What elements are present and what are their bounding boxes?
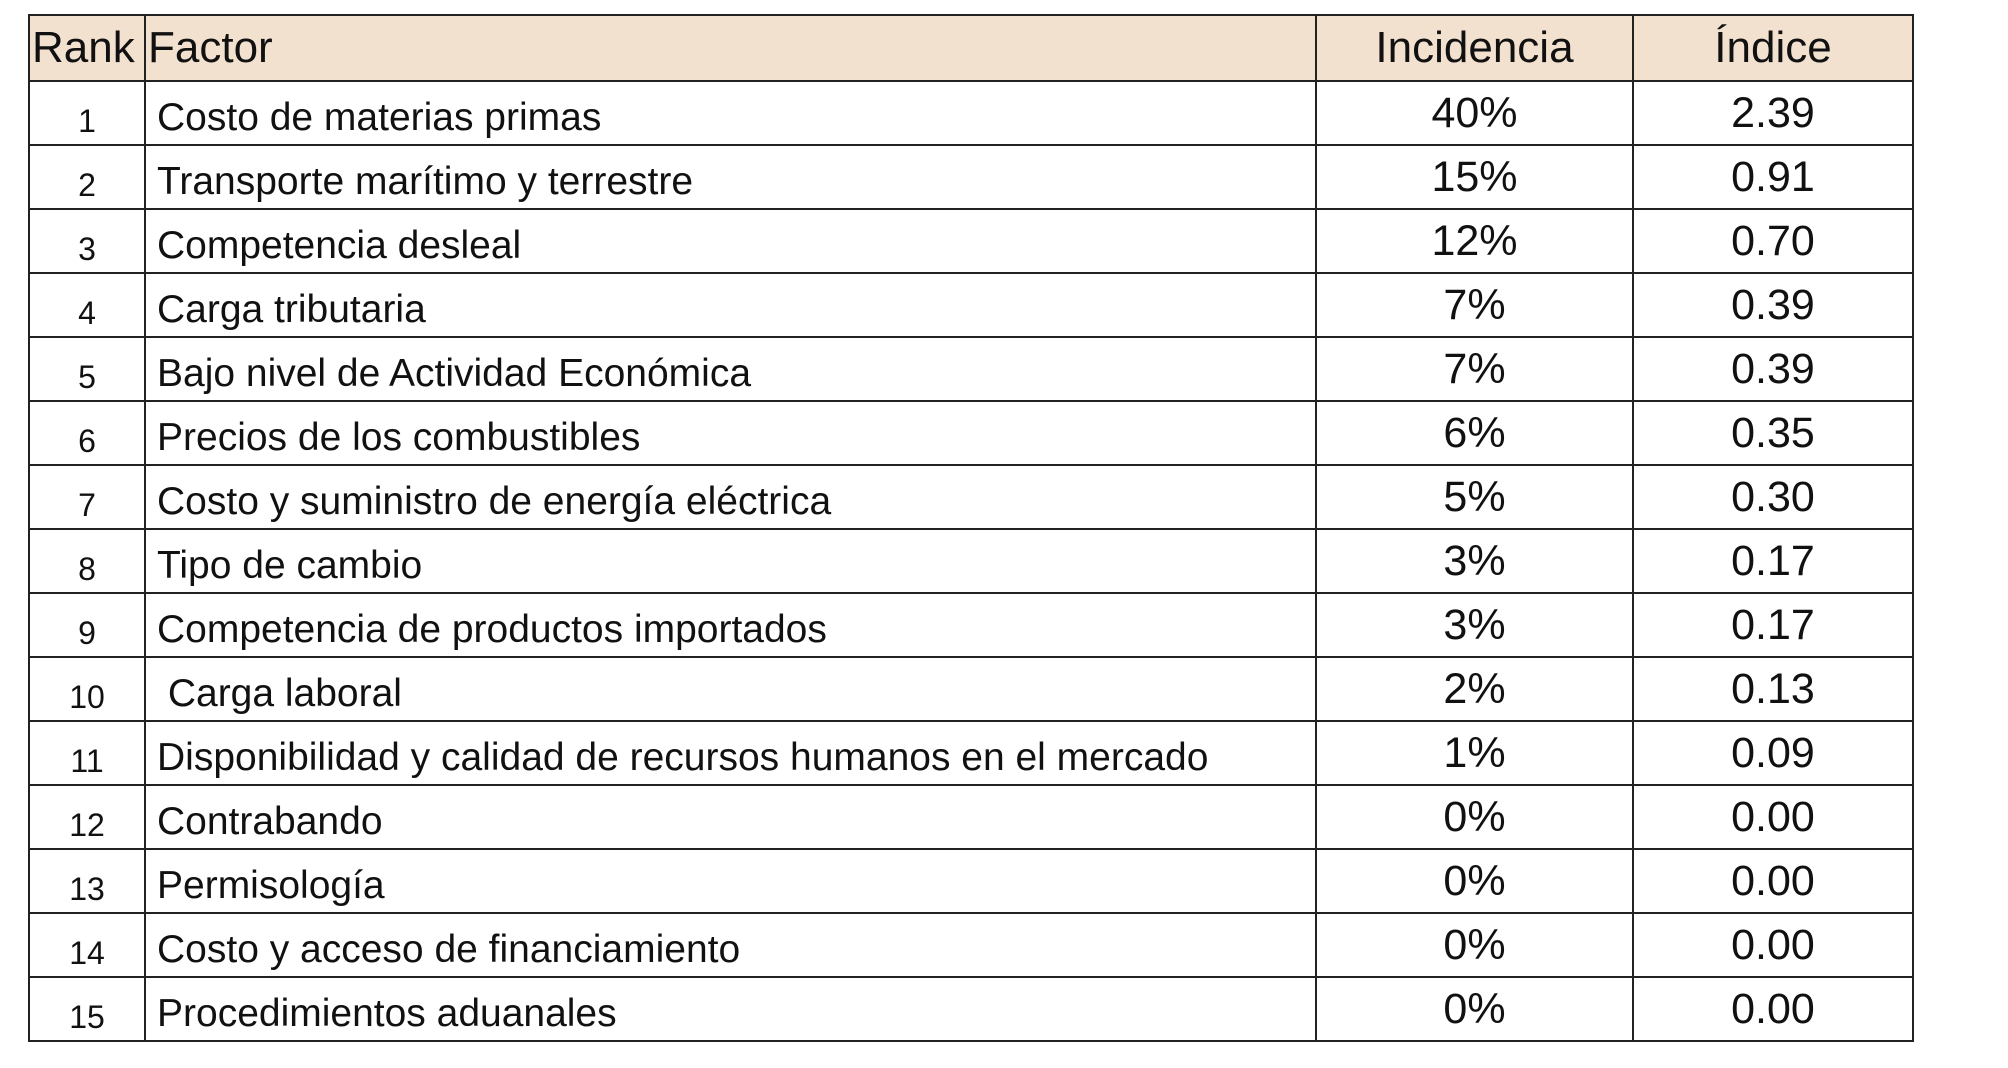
table-row: 15 Procedimientos aduanales 0% 0.00	[28, 976, 1914, 1042]
rank-cell: 1	[28, 80, 146, 146]
factor-cell: Competencia desleal	[144, 208, 1317, 274]
factor-cell: Procedimientos aduanales	[144, 976, 1317, 1042]
indice-cell: 0.35	[1632, 400, 1914, 466]
rank-cell: 6	[28, 400, 146, 466]
factor-cell: Carga laboral	[144, 656, 1317, 722]
header-factor: Factor	[144, 14, 1317, 82]
incidencia-cell: 40%	[1315, 80, 1634, 146]
rank-cell: 10	[28, 656, 146, 722]
rank-cell: 12	[28, 784, 146, 850]
rank-cell: 8	[28, 528, 146, 594]
indice-cell: 0.17	[1632, 528, 1914, 594]
incidencia-cell: 5%	[1315, 464, 1634, 530]
table-row: 12 Contrabando 0% 0.00	[28, 784, 1914, 850]
incidencia-cell: 15%	[1315, 144, 1634, 210]
indice-cell: 0.00	[1632, 848, 1914, 914]
incidencia-cell: 6%	[1315, 400, 1634, 466]
table-header-row: Rank Factor Incidencia Índice	[28, 14, 1914, 82]
indice-cell: 0.70	[1632, 208, 1914, 274]
incidencia-cell: 1%	[1315, 720, 1634, 786]
factor-cell: Costo y acceso de financiamiento	[144, 912, 1317, 978]
rank-cell: 13	[28, 848, 146, 914]
factor-cell: Costo y suministro de energía eléctrica	[144, 464, 1317, 530]
factor-cell: Disponibilidad y calidad de recursos hum…	[144, 720, 1317, 786]
indice-cell: 0.00	[1632, 784, 1914, 850]
factor-cell: Transporte marítimo y terrestre	[144, 144, 1317, 210]
incidencia-cell: 0%	[1315, 912, 1634, 978]
rank-cell: 2	[28, 144, 146, 210]
incidencia-cell: 7%	[1315, 272, 1634, 338]
factor-cell: Bajo nivel de Actividad Económica	[144, 336, 1317, 402]
indice-cell: 0.09	[1632, 720, 1914, 786]
indice-cell: 2.39	[1632, 80, 1914, 146]
rank-cell: 5	[28, 336, 146, 402]
rank-cell: 7	[28, 464, 146, 530]
table-row: 6 Precios de los combustibles 6% 0.35	[28, 400, 1914, 466]
rank-cell: 11	[28, 720, 146, 786]
rank-cell: 4	[28, 272, 146, 338]
table-row: 3 Competencia desleal 12% 0.70	[28, 208, 1914, 274]
table-row: 13 Permisología 0% 0.00	[28, 848, 1914, 914]
table-row: 10 Carga laboral 2% 0.13	[28, 656, 1914, 722]
header-incidencia: Incidencia	[1315, 14, 1634, 82]
rank-cell: 3	[28, 208, 146, 274]
indice-cell: 0.13	[1632, 656, 1914, 722]
table-row: 14 Costo y acceso de financiamiento 0% 0.00	[28, 912, 1914, 978]
table-row: 5 Bajo nivel de Actividad Económica 7% 0.39	[28, 336, 1914, 402]
incidencia-cell: 0%	[1315, 976, 1634, 1042]
rank-cell: 15	[28, 976, 146, 1042]
factor-ranking-table: Rank Factor Incidencia Índice 1 Costo de …	[28, 14, 1914, 1042]
header-indice: Índice	[1632, 14, 1914, 82]
indice-cell: 0.00	[1632, 976, 1914, 1042]
indice-cell: 0.00	[1632, 912, 1914, 978]
table-row: 9 Competencia de productos importados 3% 0.…	[28, 592, 1914, 658]
indice-cell: 0.39	[1632, 272, 1914, 338]
incidencia-cell: 0%	[1315, 848, 1634, 914]
table-body: 1 Costo de materias primas 40% 2.39 2 Transpo…	[28, 80, 1914, 1042]
factor-cell: Carga tributaria	[144, 272, 1317, 338]
table-row: 2 Transporte marítimo y terrestre 15% 0.91	[28, 144, 1914, 210]
factor-cell: Tipo de cambio	[144, 528, 1317, 594]
rank-cell: 9	[28, 592, 146, 658]
indice-cell: 0.39	[1632, 336, 1914, 402]
table-row: 4 Carga tributaria 7% 0.39	[28, 272, 1914, 338]
header-rank: Rank	[28, 14, 146, 82]
ranking-table-container: Rank Factor Incidencia Índice 1 Costo de …	[28, 14, 1914, 1042]
factor-cell: Competencia de productos importados	[144, 592, 1317, 658]
table-row: 7 Costo y suministro de energía eléctrica…	[28, 464, 1914, 530]
factor-cell: Costo de materias primas	[144, 80, 1317, 146]
table-row: 11 Disponibilidad y calidad de recursos h…	[28, 720, 1914, 786]
indice-cell: 0.30	[1632, 464, 1914, 530]
table-row: 8 Tipo de cambio 3% 0.17	[28, 528, 1914, 594]
indice-cell: 0.17	[1632, 592, 1914, 658]
indice-cell: 0.91	[1632, 144, 1914, 210]
rank-cell: 14	[28, 912, 146, 978]
incidencia-cell: 7%	[1315, 336, 1634, 402]
incidencia-cell: 12%	[1315, 208, 1634, 274]
incidencia-cell: 0%	[1315, 784, 1634, 850]
incidencia-cell: 2%	[1315, 656, 1634, 722]
factor-cell: Permisología	[144, 848, 1317, 914]
table-row: 1 Costo de materias primas 40% 2.39	[28, 80, 1914, 146]
incidencia-cell: 3%	[1315, 528, 1634, 594]
factor-cell: Precios de los combustibles	[144, 400, 1317, 466]
incidencia-cell: 3%	[1315, 592, 1634, 658]
factor-cell: Contrabando	[144, 784, 1317, 850]
